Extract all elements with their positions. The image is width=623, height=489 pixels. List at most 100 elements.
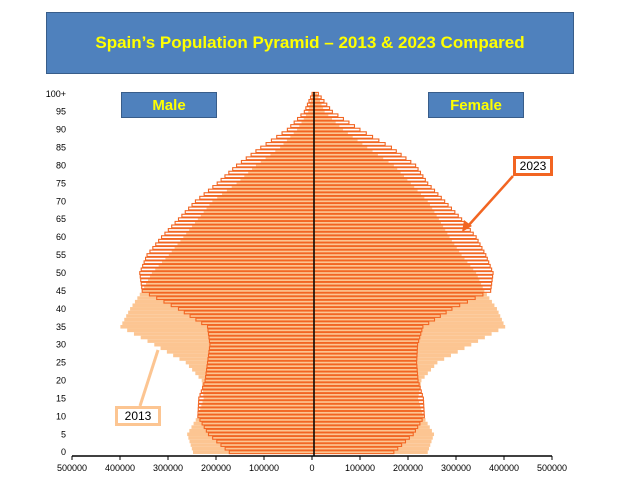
bar-2013-female [314,410,423,415]
bar-2013-female [314,296,490,300]
x-tick-label: 500000 [537,463,567,473]
bar-2013-female [314,135,353,139]
bar-2013-female [314,428,432,433]
y-tick-label: 80 [56,160,66,170]
bar-2013-male [283,142,314,146]
y-tick-label: 70 [56,196,66,206]
bar-2013-male [200,407,314,411]
bar-2013-female [314,192,421,196]
bar-2013-female [314,260,468,265]
bar-2013-male [290,135,314,139]
bar-2013-male [202,382,314,386]
bar-2013-male [297,127,314,132]
bar-2013-male [226,188,314,193]
bar-2013-male [142,289,314,293]
callout-2013: 2013 [115,406,161,426]
x-tick-label: 200000 [393,463,423,473]
bar-2013-female [314,99,321,103]
bar-2013-male [201,403,314,408]
bar-2013-male [301,120,314,125]
bar-2013-male [160,346,314,351]
bar-2013-male [186,231,314,236]
bar-2013-female [314,152,378,157]
y-tick-label: 35 [56,322,66,332]
bar-2013-male [166,350,314,354]
bar-2013-male [311,95,314,100]
bar-2013-female [314,393,419,397]
bar-2013-male [130,307,314,311]
bar-2013-male [144,285,314,290]
y-tick-label: 20 [56,376,66,386]
bar-2013-male [236,181,314,186]
bar-2013-male [255,163,314,168]
bar-2013-female [314,385,421,390]
bar-2013-male [198,375,314,379]
bar-2013-male [173,353,314,358]
y-tick-label: 65 [56,214,66,224]
bar-2013-female [314,285,483,290]
bar-2013-male [202,385,314,390]
y-tick-label: 15 [56,393,66,403]
bar-2013-male [199,410,314,415]
y-tick-label: 60 [56,232,66,242]
bar-2013-female [314,289,485,293]
bar-2013-male [293,131,314,136]
x-tick-label: 500000 [57,463,87,473]
bar-2013-female [314,314,501,318]
bar-2013-female [314,403,421,408]
bar-2013-female [314,271,477,275]
bar-2013-male [265,156,314,161]
bar-2013-female [314,238,452,243]
y-tick-label: 90 [56,125,66,135]
bar-2013-female [314,382,421,386]
bar-2013-female [314,303,495,308]
bar-2013-female [314,278,480,282]
bar-2013-male [149,274,314,279]
bar-2013-male [305,113,314,118]
bar-2013-female [314,439,432,444]
bar-2013-female [314,113,329,118]
x-tick-label: 0 [309,463,314,473]
bar-2013-female [314,389,420,394]
y-tick-label: 95 [56,107,66,117]
bar-2013-female [314,224,444,229]
bar-2013-female [314,371,428,376]
bar-2013-female [314,367,432,372]
bar-2013-male [187,432,314,437]
bar-2013-male [188,364,314,368]
y-tick-label: 50 [56,268,66,278]
bar-2013-male [303,117,314,121]
bar-2013-female [314,95,319,100]
bar-2013-male [122,321,314,325]
bar-2013-female [314,167,398,171]
bar-2013-male [280,145,314,150]
bar-2013-male [154,342,314,347]
bar-2013-female [314,246,457,250]
bar-2013-male [248,170,314,175]
bar-2013-female [314,256,465,261]
bar-2013-male [147,339,314,343]
y-tick-label: 10 [56,411,66,421]
bar-2013-male [206,206,314,211]
bar-2013-male [120,324,315,329]
bar-2013-female [314,328,499,333]
bar-2013-female [314,267,474,272]
bar-2013-female [314,170,401,175]
y-tick-label: 25 [56,358,66,368]
y-tick-label: 45 [56,286,66,296]
bar-2013-female [314,156,384,161]
bar-2013-female [314,221,442,225]
bar-2013-female [314,228,446,232]
bar-2013-female [314,418,426,422]
bar-2013-female [314,425,430,429]
bar-2013-female [314,321,504,325]
x-tick-label: 200000 [201,463,231,473]
bar-2013-male [201,378,314,383]
bar-2013-female [314,178,408,182]
bar-2013-male [212,199,314,204]
bar-2013-female [314,332,492,336]
bar-2013-female [314,124,340,128]
bar-2013-female [314,400,420,404]
bar-2013-male [171,249,314,254]
bar-2013-male [190,443,314,447]
